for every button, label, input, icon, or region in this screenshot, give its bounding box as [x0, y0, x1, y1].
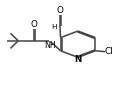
Text: NH: NH	[44, 41, 56, 50]
Text: H: H	[51, 24, 57, 30]
Text: N: N	[74, 55, 82, 64]
Text: O: O	[56, 6, 63, 15]
Text: Cl: Cl	[105, 47, 113, 56]
Text: O: O	[30, 20, 37, 29]
